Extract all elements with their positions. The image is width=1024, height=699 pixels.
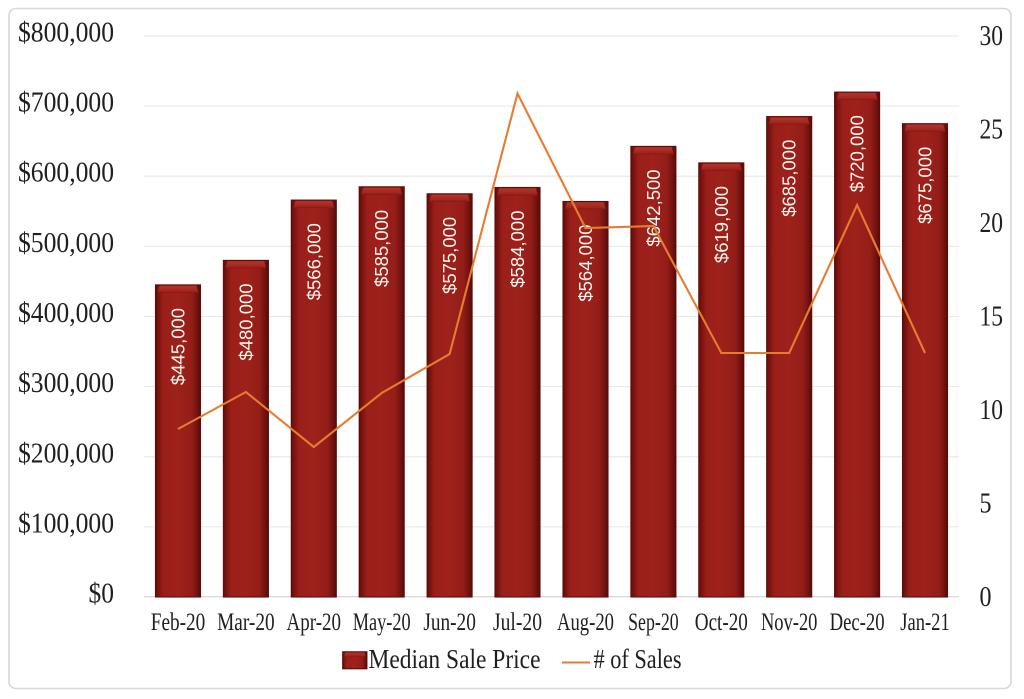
svg-text:$400,000: $400,000 bbox=[18, 298, 114, 329]
svg-text:$642,500: $642,500 bbox=[643, 169, 664, 246]
svg-text:Oct-20: Oct-20 bbox=[695, 609, 748, 636]
svg-text:$720,000: $720,000 bbox=[847, 115, 868, 192]
svg-text:Nov-20: Nov-20 bbox=[761, 609, 818, 636]
svg-text:25: 25 bbox=[980, 115, 1004, 146]
svg-text:Median Sale Price: Median Sale Price bbox=[369, 644, 541, 674]
svg-text:Jun-20: Jun-20 bbox=[423, 609, 476, 636]
svg-text:Mar-20: Mar-20 bbox=[217, 609, 275, 636]
svg-text:# of Sales: # of Sales bbox=[594, 644, 682, 674]
svg-text:Jan-21: Jan-21 bbox=[900, 609, 950, 636]
svg-text:$584,000: $584,000 bbox=[507, 211, 528, 288]
svg-text:$685,000: $685,000 bbox=[779, 140, 800, 217]
svg-text:15: 15 bbox=[980, 302, 1004, 333]
svg-text:$585,000: $585,000 bbox=[371, 210, 392, 287]
svg-text:$600,000: $600,000 bbox=[18, 158, 114, 189]
svg-text:May-20: May-20 bbox=[353, 609, 411, 636]
svg-text:$500,000: $500,000 bbox=[18, 228, 114, 259]
svg-text:$800,000: $800,000 bbox=[18, 18, 114, 49]
svg-text:5: 5 bbox=[980, 489, 992, 520]
svg-text:$300,000: $300,000 bbox=[18, 368, 114, 399]
svg-text:$675,000: $675,000 bbox=[915, 147, 936, 224]
svg-text:$0: $0 bbox=[89, 579, 115, 610]
svg-text:Apr-20: Apr-20 bbox=[287, 609, 342, 636]
svg-text:0: 0 bbox=[980, 582, 992, 613]
svg-text:$575,000: $575,000 bbox=[439, 217, 460, 294]
svg-text:$445,000: $445,000 bbox=[168, 308, 189, 385]
svg-text:$700,000: $700,000 bbox=[18, 88, 114, 119]
svg-text:20: 20 bbox=[980, 208, 1004, 239]
svg-text:30: 30 bbox=[980, 21, 1004, 52]
svg-text:10: 10 bbox=[980, 395, 1004, 426]
svg-text:$100,000: $100,000 bbox=[18, 508, 114, 539]
svg-text:$566,000: $566,000 bbox=[303, 223, 324, 300]
svg-text:Feb-20: Feb-20 bbox=[151, 609, 206, 636]
svg-text:$564,000: $564,000 bbox=[575, 225, 596, 302]
svg-text:$619,000: $619,000 bbox=[711, 186, 732, 263]
svg-text:$480,000: $480,000 bbox=[235, 283, 256, 360]
svg-text:Aug-20: Aug-20 bbox=[557, 609, 614, 636]
svg-text:Dec-20: Dec-20 bbox=[830, 609, 885, 636]
svg-text:Jul-20: Jul-20 bbox=[493, 609, 542, 636]
svg-text:Sep-20: Sep-20 bbox=[628, 609, 679, 636]
svg-text:$200,000: $200,000 bbox=[18, 438, 114, 469]
